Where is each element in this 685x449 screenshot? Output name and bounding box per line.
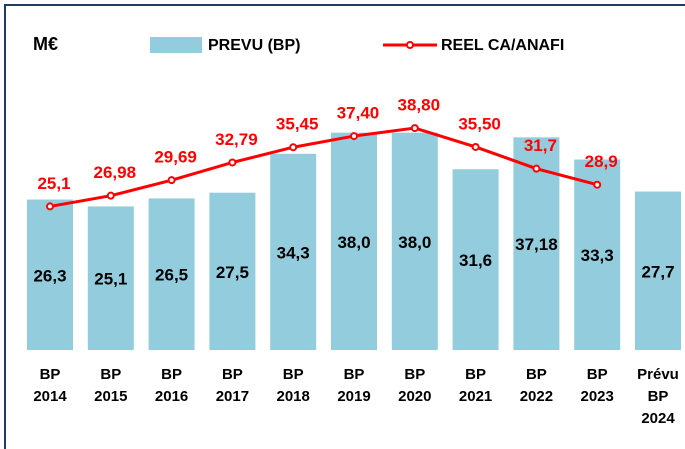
bar [574,159,621,350]
legend-label: PREVU (BP) [208,37,300,54]
bar-value-label: 37,18 [515,235,558,254]
bar [27,199,73,350]
line-marker [593,180,602,189]
line-value-label: 35,45 [276,115,319,134]
line-marker [289,143,298,152]
bar-value-label: 27,7 [641,262,674,281]
unit-label: M€ [33,34,58,54]
line-marker [106,191,115,200]
x-tick-label: BP 2021 [458,366,493,405]
line-value-label: 29,69 [154,148,197,167]
line-marker [46,202,54,211]
line-value-label: 28,9 [585,152,618,171]
x-tick-label: BP 2016 [154,366,189,405]
legend-marker [406,41,414,49]
legend-label: REEL CA/ANAFI [441,37,564,54]
bar-value-label: 26,3 [33,266,66,285]
bar [270,153,317,350]
bar-value-label: 26,5 [155,266,188,285]
line-marker [167,176,176,185]
frame [4,4,685,449]
line-marker [350,132,358,141]
x-tick-label: BP 2023 [580,366,614,405]
x-tick-label: BP 2015 [94,366,128,405]
bar-value-label: 34,3 [277,243,310,262]
line-marker [471,142,480,151]
bar-value-label: 31,6 [459,251,492,270]
line-value-label: 25,1 [37,174,70,193]
line-value-label: 37,40 [337,104,380,123]
bar [209,192,256,350]
line-marker [532,164,541,173]
line [49,126,598,208]
bar [452,169,499,350]
x-tick-label: BP 2019 [337,366,371,405]
x-tick-label: BP 2018 [276,366,310,405]
bar-value-label: 27,5 [216,263,249,282]
line-value-label: 32,79 [215,130,258,149]
line-value-label: 38,80 [398,96,441,115]
bar [87,206,134,350]
line-value-label: 26,98 [94,163,137,182]
x-tick-label: Prévu BP 2024 [637,366,679,427]
line-marker [228,158,237,167]
legend-swatch [150,37,202,53]
x-tick-label: BP 2017 [215,366,250,405]
bar-value-label: 25,1 [94,270,127,289]
bar [331,132,377,350]
line-marker [410,124,419,133]
bar [391,132,438,350]
bar [148,198,195,350]
line-value-label: 31,7 [524,136,557,155]
x-tick-label: BP 2014 [33,366,67,405]
bar-value-label: 38,0 [398,233,431,252]
bar [635,191,681,350]
line-value-label: 35,50 [458,114,501,133]
x-tick-label: BP 2020 [398,366,432,405]
bar-value-label: 33,3 [581,246,614,265]
x-tick-label: BP 2022 [519,366,554,405]
bar-value-label: 38,0 [337,233,370,252]
